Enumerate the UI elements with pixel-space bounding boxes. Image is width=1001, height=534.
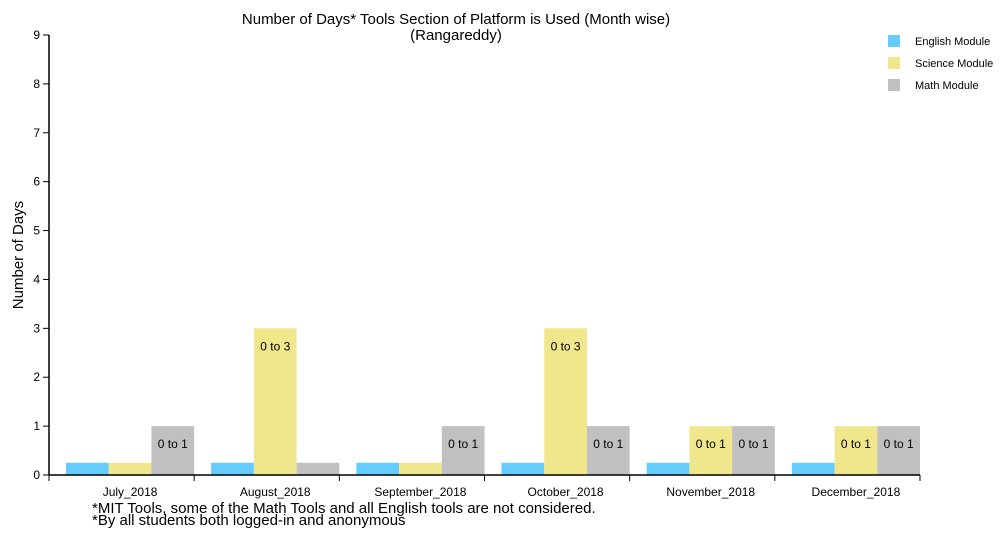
y-tick-label: 2 [33, 370, 40, 384]
bar-math-module-august_2018 [296, 462, 340, 475]
data-labels-group: 0 to 1 0 to 3 0 to 1 0 to 3 0 to 1 0 to 1 0 to… [158, 339, 914, 451]
y-axis-label: Number of Days [10, 201, 27, 309]
data-label: 0 to 1 [696, 437, 726, 451]
bar-english-module-november_2018 [646, 462, 690, 475]
legend-swatch-math-module [888, 79, 900, 91]
bar-science-module-november_2018 [689, 426, 733, 475]
x-tick-label: October_2018 [528, 485, 604, 499]
x-tick-label: November_2018 [666, 485, 755, 499]
bars-group [66, 328, 920, 475]
chart-subtitle: (Rangareddy) [410, 27, 502, 44]
bar-math-module-september_2018 [441, 426, 485, 475]
data-label: 0 to 3 [551, 339, 581, 353]
bar-english-module-december_2018 [791, 462, 835, 475]
y-tick-label: 1 [33, 419, 40, 433]
bar-science-module-october_2018 [544, 328, 587, 475]
legend-label: Math Module [915, 80, 979, 92]
footnote-2: *By all students both logged-in and anon… [92, 512, 406, 529]
bar-science-module-august_2018 [253, 328, 297, 475]
y-axis: 0 1 2 3 4 5 6 7 8 9 [33, 28, 50, 482]
bar-math-module-october_2018 [586, 426, 630, 475]
bar-math-module-november_2018 [732, 426, 775, 475]
x-axis: July_2018 August_2018 September_2018 Octobe… [48, 474, 921, 499]
data-label: 0 to 1 [738, 437, 768, 451]
bar-english-module-august_2018 [211, 462, 254, 475]
data-label: 0 to 1 [448, 437, 478, 451]
y-tick-label: 9 [33, 28, 40, 42]
bar-math-module-december_2018 [877, 426, 920, 475]
bar-english-module-july_2018 [66, 462, 109, 475]
data-label: 0 to 3 [260, 339, 290, 353]
bar-math-module-july_2018 [151, 426, 195, 475]
y-tick-label: 7 [33, 126, 40, 140]
bar-science-module-september_2018 [399, 462, 442, 475]
y-tick-label: 5 [33, 224, 40, 238]
bar-english-module-september_2018 [356, 462, 400, 475]
legend-label: Science Module [915, 58, 993, 70]
x-tick-label: July_2018 [103, 485, 158, 499]
legend-swatch-english-module [888, 35, 900, 47]
y-tick-label: 6 [33, 175, 40, 189]
bar-english-module-october_2018 [501, 462, 545, 475]
footnote-1: *MIT Tools, some of the Math Tools and a… [92, 500, 596, 517]
chart-title: Number of Days* Tools Section of Platfor… [242, 11, 670, 28]
data-label: 0 to 1 [841, 437, 871, 451]
bar-science-module-july_2018 [108, 462, 152, 475]
legend-swatch-science-module [888, 57, 900, 69]
x-tick-label: December_2018 [812, 485, 901, 499]
legend-label: English Module [915, 36, 990, 48]
y-tick-label: 3 [33, 321, 40, 335]
data-label: 0 to 1 [593, 437, 623, 451]
y-tick-label: 4 [33, 272, 40, 286]
x-tick-label: August_2018 [240, 485, 311, 499]
bar-science-module-december_2018 [834, 426, 878, 475]
x-tick-label: September_2018 [374, 485, 466, 499]
y-tick-label: 8 [33, 77, 40, 91]
y-tick-label: 0 [33, 468, 40, 482]
legend: English Module Science Module Math Module [888, 35, 993, 92]
data-label: 0 to 1 [884, 437, 914, 451]
data-label: 0 to 1 [158, 437, 188, 451]
